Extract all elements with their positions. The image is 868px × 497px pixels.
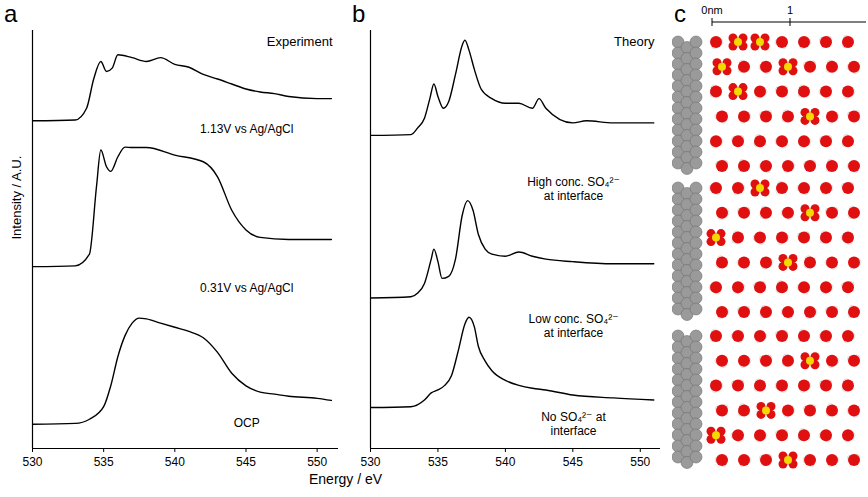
svg-text:550: 550 <box>307 455 327 469</box>
svg-text:0.31V vs Ag/AgCl: 0.31V vs Ag/AgCl <box>200 281 293 295</box>
svg-text:545: 545 <box>563 455 583 469</box>
html-text:c: c <box>674 0 686 27</box>
svg-text:1.13V vs Ag/AgCl: 1.13V vs Ag/AgCl <box>200 122 293 136</box>
svg-text:Experiment: Experiment <box>267 34 333 49</box>
html-text:a: a <box>4 0 18 27</box>
svg-text:Intensity / A.U.: Intensity / A.U. <box>9 156 24 240</box>
svg-text:0nm: 0nm <box>701 4 722 16</box>
svg-text:540: 540 <box>165 455 185 469</box>
html-text:Energy / eV: Energy / eV <box>309 471 383 487</box>
svg-text:Low conc. SO₄²⁻at interface: Low conc. SO₄²⁻at interface <box>529 312 619 340</box>
svg-text:1: 1 <box>787 4 793 16</box>
svg-text:540: 540 <box>495 455 515 469</box>
svg-text:No SO₄²⁻ atinterface: No SO₄²⁻ atinterface <box>541 410 606 438</box>
html-text:b: b <box>352 0 366 27</box>
svg-text:535: 535 <box>94 455 114 469</box>
svg-text:530: 530 <box>22 455 42 469</box>
svg-text:545: 545 <box>236 455 256 469</box>
svg-text:Theory: Theory <box>614 34 655 49</box>
svg-text:High conc. SO₄²⁻at interface: High conc. SO₄²⁻at interface <box>527 175 620 203</box>
svg-text:530: 530 <box>360 455 380 469</box>
svg-text:550: 550 <box>630 455 650 469</box>
svg-text:OCP: OCP <box>234 416 260 430</box>
svg-text:535: 535 <box>428 455 448 469</box>
